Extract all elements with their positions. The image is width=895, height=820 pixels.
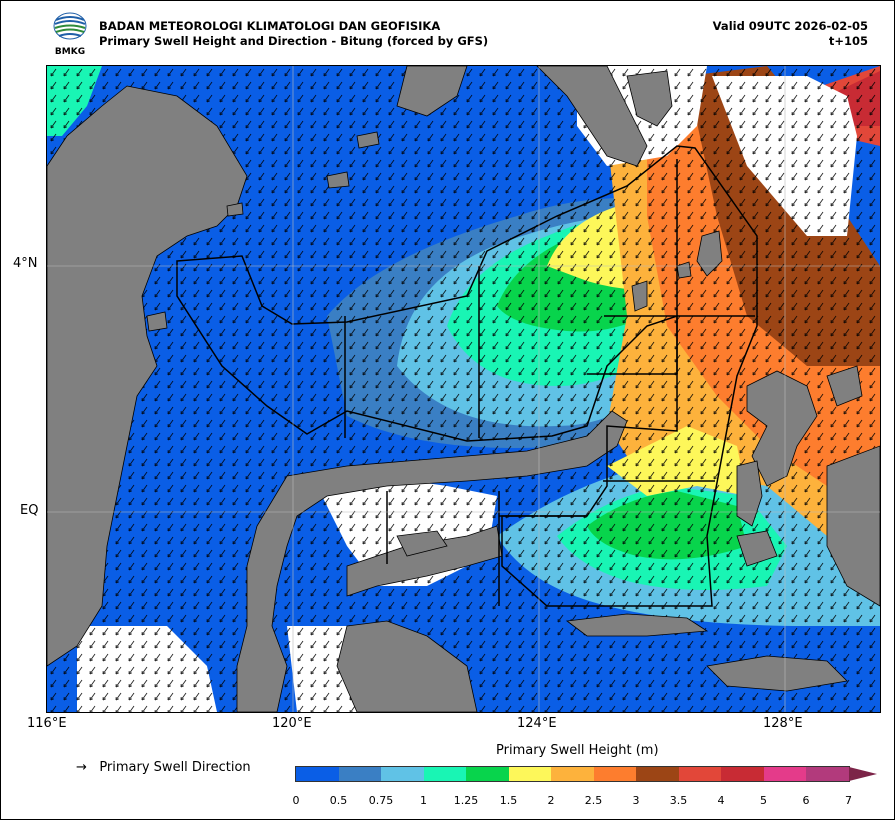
colorbar-tick-label: 2.5 [584,794,603,807]
colorbar-segment [636,767,679,781]
island-small-4 [146,311,168,332]
waigeo [826,365,863,407]
map-panel [46,65,881,713]
colorbar-extend-arrow [848,767,877,781]
colorbar-tick-label: 3.5 [669,794,688,807]
colorbar-segment [466,767,509,781]
colorbar-segment [508,767,551,781]
colorbar-tick-label: 4 [717,794,725,807]
colorbar-tick-label: 6 [802,794,810,807]
sulawesi-north-arm [236,410,628,712]
halmahera [746,370,818,487]
colorbar-tick-label: 1.5 [499,794,518,807]
land-masses [47,66,880,712]
header-right: Valid 09UTC 2026-02-05 t+105 [713,19,868,49]
agency-title: BADAN METEOROLOGI KLIMATOLOGI DAN GEOFIS… [99,19,441,33]
lead-time: t+105 [828,34,868,48]
map-subtitle: Primary Swell Height and Direction - Bit… [99,34,489,48]
buru-seram [706,655,848,692]
colorbar-segment [593,767,636,781]
island-sangihe [631,280,648,312]
x-tick-124e: 124°E [517,716,557,731]
bmkg-logo: BMKG [53,12,87,56]
direction-legend: → Primary Swell Direction [76,760,251,775]
colorbar-segment [338,767,381,781]
mindanao-east [626,70,673,127]
gridlines [47,66,880,712]
y-tick-4n: 4°N [13,256,38,271]
west-papua [826,445,880,607]
island-small-1 [356,131,380,149]
colorbar [295,766,877,782]
colorbar-segment [381,767,424,781]
island-small-2 [326,171,350,189]
arrow-symbol: → [76,760,87,775]
arrow-legend-label: Primary Swell Direction [99,760,251,775]
swell-map [47,66,880,712]
colorbar-tick-label: 2 [547,794,555,807]
island-talaud [696,230,723,277]
colorbar-tick-label: 0.5 [329,794,348,807]
colorbar-tick-label: 1 [420,794,427,807]
x-tick-116e: 116°E [27,716,67,731]
borneo [47,85,248,667]
header-left: BADAN METEOROLOGI KLIMATOLOGI DAN GEOFIS… [99,19,488,49]
colorbar-tick-label: 1.25 [453,794,479,807]
colorbar-tick-label: 0.75 [368,794,394,807]
colorbar-segment [806,767,849,781]
sula-islands [565,613,709,637]
colorbar-segment [296,767,339,781]
y-tick-eq: EQ [20,503,39,518]
colorbar-tick-label: 0 [292,794,300,807]
island-small-3 [226,202,244,217]
logo-text: BMKG [55,47,85,56]
colorbar-tick-label: 3 [632,794,640,807]
colorbar-segment [678,767,721,781]
colorbar-segment [551,767,594,781]
valid-time: Valid 09UTC 2026-02-05 [712,19,868,33]
mindanao [536,66,648,167]
banggai-islands [396,530,448,557]
colorbar-title: Primary Swell Height (m) [496,743,659,758]
sulawesi-south [336,620,478,712]
colorbar-tick-label: 7 [845,794,852,807]
colorbar-segment [763,767,806,781]
halmahera-south [736,460,763,527]
colorbar-segment [721,767,764,781]
philippines-north [396,66,468,117]
colorbar-tick-label: 5 [760,794,767,807]
obi-bacan [736,530,778,567]
colorbar-segment [423,767,466,781]
x-tick-128e: 128°E [763,716,803,731]
x-tick-120e: 120°E [272,716,312,731]
